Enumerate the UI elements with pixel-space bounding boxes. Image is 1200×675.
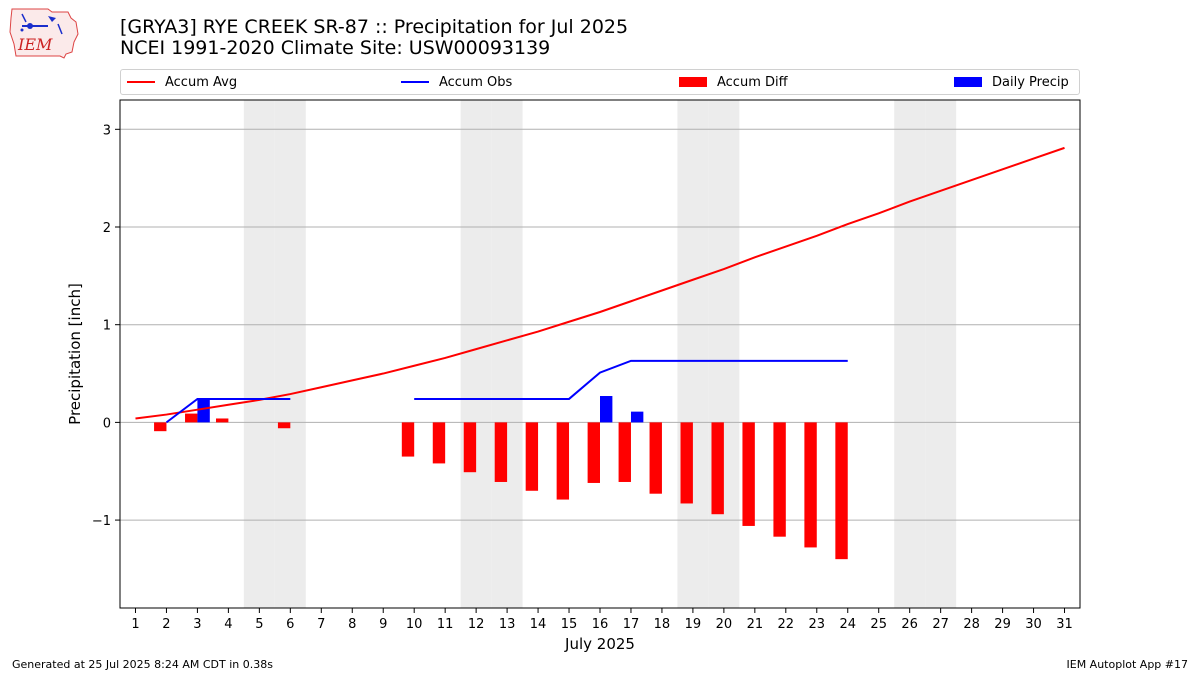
daily-precip-bar bbox=[600, 396, 613, 423]
daily-precip-bar bbox=[197, 398, 210, 423]
x-tick-label: 28 bbox=[963, 617, 980, 632]
y-axis-label: Precipitation [inch] bbox=[66, 283, 84, 425]
x-tick-label: 3 bbox=[193, 617, 201, 632]
x-tick-label: 22 bbox=[778, 617, 795, 632]
x-tick-label: 14 bbox=[530, 617, 547, 632]
chart-title-line1: [GRYA3] RYE CREEK SR-87 :: Precipitation… bbox=[120, 16, 629, 38]
accum-diff-bar bbox=[773, 422, 786, 537]
accum-diff-bar bbox=[154, 422, 167, 432]
daily-precip-bar bbox=[630, 411, 644, 423]
accum-diff-bar bbox=[587, 422, 600, 483]
weekend-band bbox=[491, 100, 523, 608]
accum-avg-line bbox=[135, 146, 1065, 420]
legend-swatch-accum-avg bbox=[127, 81, 155, 83]
x-tick-label: 29 bbox=[994, 617, 1011, 632]
x-tick-label: 6 bbox=[286, 617, 294, 632]
accum-diff-bar bbox=[835, 422, 848, 560]
x-tick-label: 7 bbox=[317, 617, 325, 632]
accum-diff-bar bbox=[494, 422, 508, 482]
legend-item-accum-avg: Accum Avg bbox=[127, 70, 237, 94]
legend-label-daily-precip: Daily Precip bbox=[992, 74, 1069, 90]
legend-item-accum-diff: Accum Diff bbox=[679, 70, 788, 94]
app-note: IEM Autoplot App #17 bbox=[1066, 658, 1189, 671]
accum-diff-bar bbox=[804, 422, 817, 548]
accum-diff-bar bbox=[680, 422, 693, 504]
y-tick-label: −1 bbox=[92, 514, 111, 529]
iem-logo: IEM bbox=[9, 8, 79, 59]
accum-diff-bar bbox=[401, 422, 415, 457]
x-tick-label: 1 bbox=[131, 617, 139, 632]
x-tick-label: 15 bbox=[561, 617, 578, 632]
x-tick-label: 30 bbox=[1025, 617, 1042, 632]
x-tick-label: 11 bbox=[437, 617, 454, 632]
legend-item-daily-precip: Daily Precip bbox=[954, 70, 1069, 94]
accum-diff-bar bbox=[525, 422, 539, 491]
x-axis-label: July 2025 bbox=[564, 635, 635, 653]
y-tick-label: 3 bbox=[103, 123, 111, 138]
legend-item-accum-obs: Accum Obs bbox=[401, 70, 512, 94]
x-tick-label: 12 bbox=[468, 617, 485, 632]
x-tick-label: 9 bbox=[379, 617, 387, 632]
x-tick-label: 17 bbox=[623, 617, 640, 632]
accum-diff-bar bbox=[618, 422, 631, 482]
x-tick-label: 13 bbox=[499, 617, 516, 632]
y-tick-label: 0 bbox=[103, 416, 111, 431]
x-tick-label: 20 bbox=[716, 617, 733, 632]
weekend-band bbox=[677, 100, 709, 608]
accum-diff-bar bbox=[649, 422, 662, 494]
accum-diff-bar bbox=[185, 413, 198, 423]
weekend-band bbox=[925, 100, 957, 608]
chart-title: [GRYA3] RYE CREEK SR-87 :: Precipitation… bbox=[120, 17, 628, 59]
legend-swatch-daily-precip bbox=[954, 77, 982, 87]
y-tick-label: 1 bbox=[103, 319, 111, 334]
x-tick-label: 8 bbox=[348, 617, 356, 632]
accum-obs-line bbox=[414, 359, 848, 400]
legend-label-accum-obs: Accum Obs bbox=[439, 74, 513, 90]
x-tick-label: 24 bbox=[839, 617, 856, 632]
x-tick-label: 10 bbox=[406, 617, 423, 632]
x-tick-label: 26 bbox=[901, 617, 918, 632]
x-tick-label: 16 bbox=[592, 617, 609, 632]
weekend-band bbox=[274, 100, 306, 608]
x-tick-label: 18 bbox=[654, 617, 671, 632]
weekend-band bbox=[460, 100, 492, 608]
legend-swatch-accum-diff bbox=[679, 77, 707, 87]
x-tick-label: 19 bbox=[685, 617, 702, 632]
accum-diff-bar bbox=[711, 422, 724, 515]
chart-legend: Accum Avg Accum Obs Accum Diff Daily Pre… bbox=[120, 69, 1080, 95]
accum-diff-bar bbox=[432, 422, 446, 464]
weekend-band bbox=[894, 100, 926, 608]
chart-title-line2: NCEI 1991-2020 Climate Site: USW00093139 bbox=[120, 37, 551, 59]
weekend-band bbox=[708, 100, 740, 608]
legend-label-accum-diff: Accum Diff bbox=[717, 74, 788, 90]
legend-swatch-accum-obs bbox=[401, 81, 429, 83]
generated-note: Generated at 25 Jul 2025 8:24 AM CDT in … bbox=[12, 658, 273, 671]
svg-text:IEM: IEM bbox=[17, 35, 53, 54]
legend-label-accum-avg: Accum Avg bbox=[165, 74, 238, 90]
x-tick-label: 31 bbox=[1056, 617, 1073, 632]
accum-obs-line bbox=[165, 397, 291, 424]
x-tick-label: 21 bbox=[747, 617, 764, 632]
x-tick-label: 27 bbox=[932, 617, 949, 632]
accum-diff-bar bbox=[742, 422, 755, 526]
accum-diff-bar bbox=[556, 422, 570, 500]
accum-diff-bar bbox=[216, 418, 229, 423]
x-tick-label: 5 bbox=[255, 617, 263, 632]
x-tick-label: 4 bbox=[224, 617, 232, 632]
accum-diff-bar bbox=[277, 422, 291, 429]
accum-diff-bar bbox=[463, 422, 477, 473]
y-tick-label: 2 bbox=[103, 221, 111, 236]
x-tick-label: 25 bbox=[870, 617, 887, 632]
weekend-band bbox=[243, 100, 275, 608]
x-tick-label: 2 bbox=[162, 617, 170, 632]
x-tick-label: 23 bbox=[809, 617, 826, 632]
